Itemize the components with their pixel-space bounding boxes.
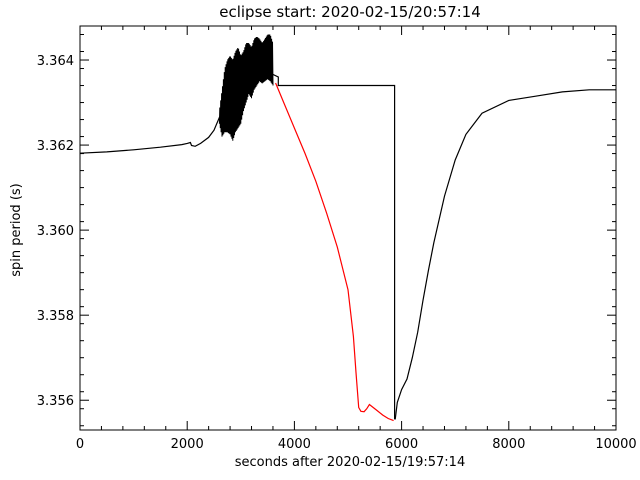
chart-title: eclipse start: 2020-02-15/20:57:14 (219, 3, 481, 21)
series-line-4 (218, 34, 274, 141)
series-line-2 (394, 89, 616, 420)
x-tick-label: 6000 (385, 437, 418, 452)
series-line-3 (275, 82, 394, 422)
x-tick-label: 10000 (595, 437, 636, 452)
y-tick-label: 3.358 (37, 309, 74, 324)
x-tick-label: 8000 (492, 437, 525, 452)
y-tick-label: 3.356 (37, 394, 74, 409)
x-tick-label: 0 (76, 437, 84, 452)
y-tick-label: 3.360 (37, 224, 74, 239)
y-tick-label: 3.364 (37, 54, 74, 69)
plot-frame (79, 25, 617, 431)
x-tick-label: 4000 (278, 437, 311, 452)
x-tick-label: 2000 (171, 437, 204, 452)
y-tick-label: 3.362 (37, 139, 74, 154)
y-axis-label: spin period (s) (9, 183, 24, 276)
axis-layer: 0 2000 4000 6000 8000 10000 3.356 3.358 3.360 3.3… (37, 25, 637, 452)
x-axis-label: seconds after 2020-02-15/19:57:14 (235, 455, 465, 470)
series-layer (79, 34, 616, 422)
